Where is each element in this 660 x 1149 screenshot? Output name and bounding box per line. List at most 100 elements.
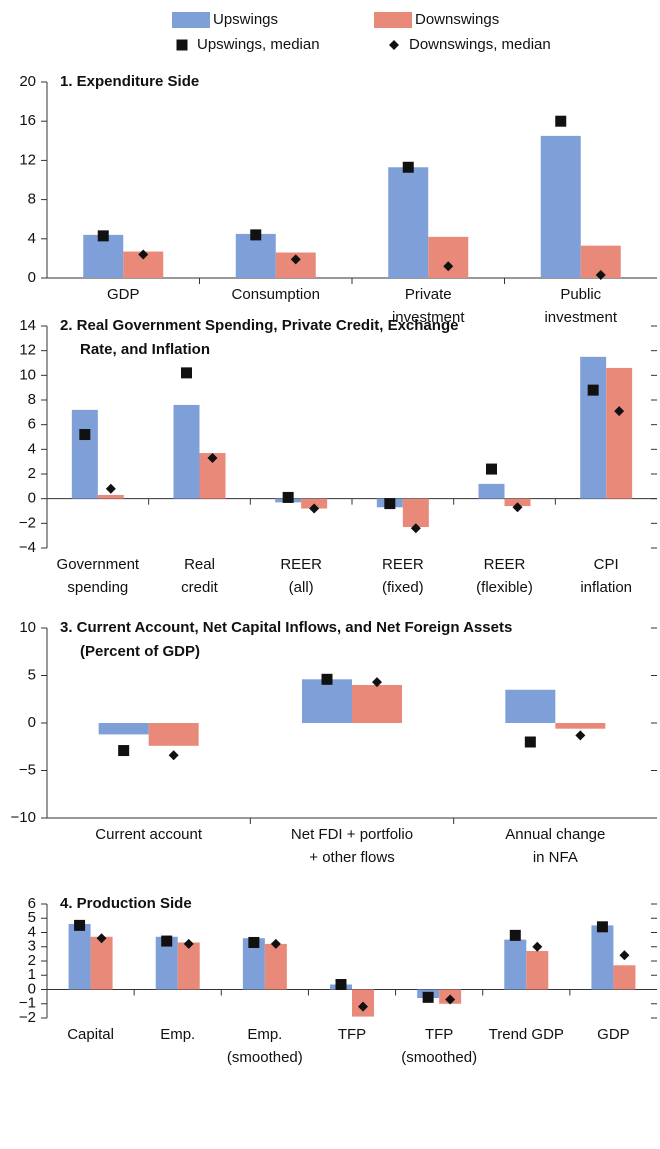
median-marker <box>486 463 497 475</box>
bar <box>352 685 402 723</box>
median-marker <box>384 498 396 510</box>
x-tick-label: (flexible) <box>476 579 533 596</box>
x-tick-label: GDP <box>107 286 140 303</box>
x-tick-label: investment <box>544 309 617 326</box>
median-marker <box>270 938 281 949</box>
median-marker <box>207 452 218 463</box>
y-tick-label: 12 <box>19 342 36 359</box>
x-tick-label: credit <box>181 579 219 596</box>
y-tick-label: 3 <box>28 938 36 955</box>
y-tick-label: 6 <box>28 895 36 912</box>
x-tick-label: (fixed) <box>382 579 424 596</box>
y-tick-label: 5 <box>28 666 36 683</box>
y-tick-label: 4 <box>28 440 36 457</box>
median-marker <box>138 249 149 260</box>
panel-title: 1. Expenditure Side <box>60 73 199 90</box>
bar <box>83 234 124 278</box>
x-tick-label: inflation <box>580 579 632 596</box>
median-marker <box>290 254 301 265</box>
bar <box>242 938 265 990</box>
median-marker <box>575 730 586 741</box>
bar <box>173 404 200 499</box>
y-tick-label: −1 <box>19 995 36 1012</box>
y-tick-label: 4 <box>28 230 36 247</box>
bar <box>526 951 549 990</box>
y-tick-label: −2 <box>19 1009 36 1026</box>
y-tick-label: 16 <box>19 112 36 129</box>
bar <box>98 723 149 735</box>
y-tick-label: 1 <box>28 966 36 983</box>
x-tick-label: Capital <box>67 1026 114 1043</box>
median-marker <box>555 115 567 127</box>
median-marker <box>79 429 91 441</box>
bar <box>302 679 352 723</box>
median-marker <box>422 991 434 1003</box>
bar <box>264 943 287 990</box>
median-marker <box>97 230 109 242</box>
median-marker <box>619 950 630 961</box>
y-tick-label: 20 <box>19 73 36 90</box>
x-tick-label: Private <box>405 286 452 303</box>
x-tick-label: Annual change <box>505 826 605 843</box>
x-tick-label: Public <box>560 286 601 303</box>
median-marker <box>181 367 192 379</box>
y-tick-label: 8 <box>28 191 36 208</box>
panel-title: 3. Current Account, Net Capital Inflows,… <box>60 619 512 636</box>
x-tick-label: GDP <box>597 1026 630 1043</box>
y-tick-label: 10 <box>19 619 36 636</box>
median-marker <box>443 261 454 272</box>
x-tick-label: TFP <box>338 1026 366 1043</box>
y-tick-label: 0 <box>28 980 36 997</box>
bar <box>505 689 556 723</box>
y-tick-label: 0 <box>28 714 36 731</box>
median-marker <box>74 919 86 931</box>
median-marker <box>372 677 382 688</box>
bar <box>235 233 276 278</box>
bar <box>148 723 199 746</box>
x-tick-label: (smoothed) <box>227 1049 303 1066</box>
median-marker <box>614 406 625 417</box>
bar <box>555 723 606 729</box>
bar <box>540 135 581 278</box>
y-tick-label: 8 <box>28 391 36 408</box>
legend-label: Downswings, median <box>409 36 551 53</box>
y-tick-label: 2 <box>28 952 36 969</box>
bar <box>68 923 91 990</box>
median-marker <box>587 384 599 396</box>
median-marker <box>282 491 294 503</box>
median-marker <box>410 523 421 534</box>
x-tick-label: Net FDI + portfolio <box>291 826 413 843</box>
bar <box>428 236 469 278</box>
legend-swatch <box>374 12 412 28</box>
x-tick-label: Real <box>184 556 215 573</box>
median-marker <box>168 750 179 761</box>
x-tick-label: investment <box>392 309 465 326</box>
y-tick-label: 0 <box>28 269 36 286</box>
median-marker <box>358 1001 368 1012</box>
bar <box>155 936 178 990</box>
y-tick-label: 10 <box>19 366 36 383</box>
bar <box>388 167 429 278</box>
panel-title: Rate, and Inflation <box>80 341 210 358</box>
median-marker <box>105 483 116 494</box>
bar <box>177 942 200 990</box>
median-marker <box>309 503 320 514</box>
x-tick-label: spending <box>67 579 128 596</box>
median-marker <box>596 921 608 933</box>
x-tick-label: in NFA <box>533 849 578 866</box>
legend-label: Downswings <box>415 11 499 28</box>
bar <box>606 367 633 499</box>
median-marker <box>248 936 260 948</box>
x-tick-label: (all) <box>289 579 314 596</box>
y-tick-label: −10 <box>11 809 36 826</box>
x-tick-label: (smoothed) <box>401 1049 477 1066</box>
median-marker <box>161 935 173 947</box>
median-marker <box>445 994 456 1005</box>
bar <box>97 494 124 499</box>
median-marker <box>595 270 606 281</box>
median-marker <box>532 941 543 952</box>
bar <box>580 356 607 499</box>
median-marker <box>250 229 262 241</box>
x-tick-label: Emp. <box>247 1026 282 1043</box>
